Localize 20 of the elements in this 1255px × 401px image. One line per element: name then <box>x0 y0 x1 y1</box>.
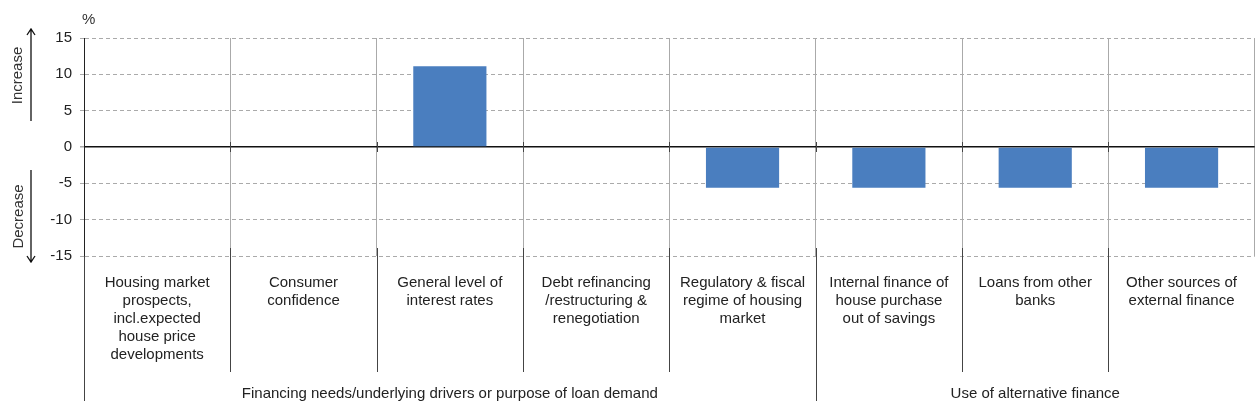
x-tick-label: Internal finance of house purchase out of savings <box>829 273 950 327</box>
y-axis-title: % <box>82 10 96 27</box>
y-tick-label: -10 <box>50 209 72 227</box>
text: Increase <box>8 46 26 104</box>
x-tick-label: Loans from other banks <box>978 273 1092 309</box>
y-tick-label: 10 <box>55 64 72 82</box>
text: Financing needs/underlying drivers or purpose of loan demand <box>241 384 658 401</box>
text: Use of alternative finance <box>950 384 1120 401</box>
x-tick-label: Other sources of external finance <box>1126 273 1238 309</box>
x-tick-label: Consumer confidence <box>267 273 340 309</box>
y-tick-label: 5 <box>63 100 72 118</box>
x-tick-label: Housing market prospects, incl.expected house price developments <box>104 273 211 363</box>
x-tick-label: General level of interest rates <box>397 273 504 309</box>
x-tick-label: Debt refinancing /restructuring & renegotiation <box>541 273 651 327</box>
text: Decrease <box>8 183 26 249</box>
y-tick-label: -5 <box>58 173 72 191</box>
y-tick-label: 0 <box>63 137 72 155</box>
y-tick-label: -15 <box>50 246 72 264</box>
x-tick-label: Regulatory & fiscal regime of housing market <box>680 273 806 327</box>
y-tick-label: 15 <box>55 28 72 46</box>
